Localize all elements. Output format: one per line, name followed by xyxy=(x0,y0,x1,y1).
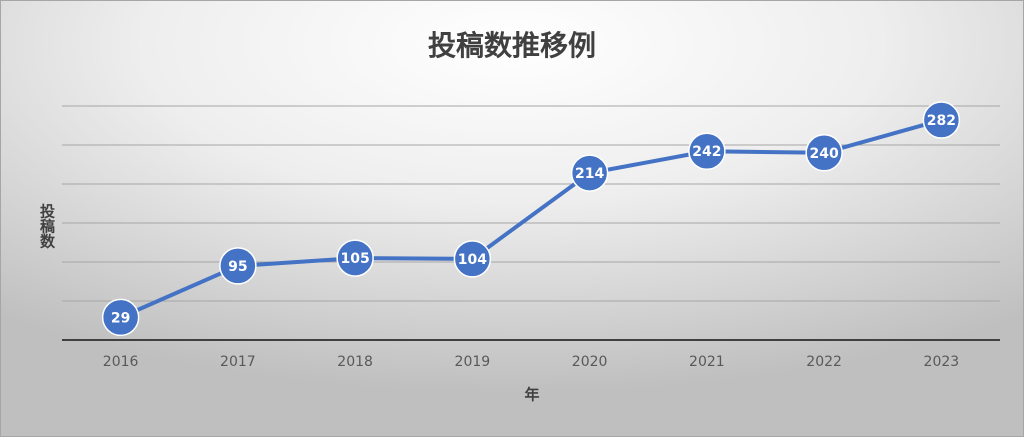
point xyxy=(453,240,492,278)
data-label: 214 xyxy=(575,166,604,182)
data-label: 29 xyxy=(111,310,130,326)
point xyxy=(336,239,374,277)
data-label: 104 xyxy=(458,252,487,268)
x-axis-label: 年 xyxy=(524,386,539,404)
data-label: 282 xyxy=(927,113,956,129)
chart-title: 投稿数推移例 xyxy=(428,29,596,62)
x-tick-label: 2016 xyxy=(103,354,139,370)
data-label: 242 xyxy=(692,144,721,160)
x-tick-label: 2023 xyxy=(924,354,960,370)
line xyxy=(119,118,942,320)
x-tick-label: 2021 xyxy=(689,354,725,370)
point xyxy=(688,132,726,170)
data-label: 240 xyxy=(810,146,839,162)
point xyxy=(219,247,257,285)
x-tick-label: 2022 xyxy=(806,354,842,370)
x-tick-label: 2019 xyxy=(455,354,491,370)
point xyxy=(101,298,140,337)
x-tick-label: 2020 xyxy=(572,354,608,370)
point xyxy=(922,101,961,139)
point xyxy=(805,134,843,172)
y-axis-label: 投稿数 xyxy=(38,203,56,250)
point xyxy=(570,154,609,192)
x-tick-label: 2018 xyxy=(337,354,373,370)
x-tick-label: 2017 xyxy=(220,354,256,370)
data-label: 105 xyxy=(341,251,370,267)
data-label: 95 xyxy=(228,259,247,275)
